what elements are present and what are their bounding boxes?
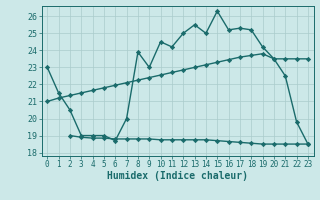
X-axis label: Humidex (Indice chaleur): Humidex (Indice chaleur) xyxy=(107,171,248,181)
